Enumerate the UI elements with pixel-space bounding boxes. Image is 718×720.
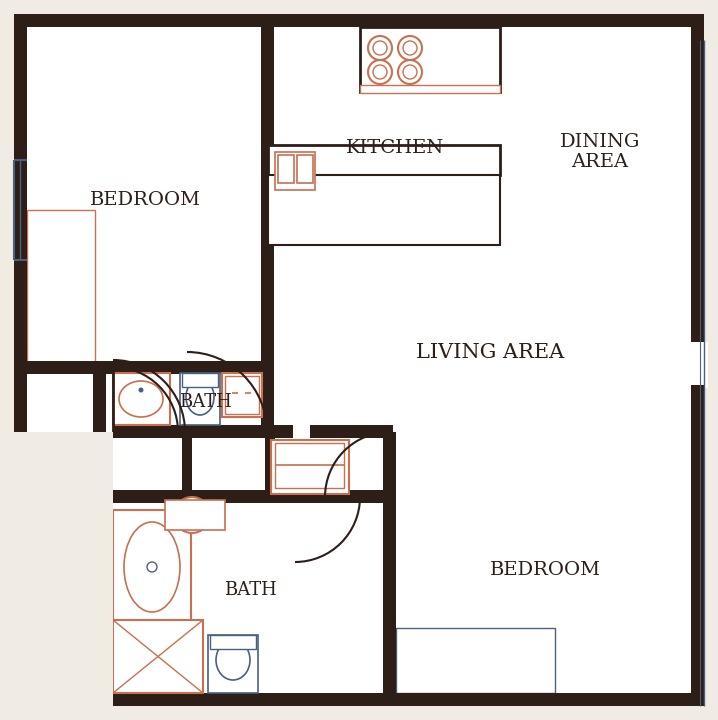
Bar [493,145,501,245]
Bar [14,693,704,706]
Bar [14,14,27,432]
Bar [208,635,258,693]
Circle shape [368,36,392,60]
Bar [360,85,500,93]
Bar [268,145,500,175]
Bar [691,14,704,706]
Circle shape [398,60,422,84]
Bar [93,368,106,432]
Bar [27,210,95,368]
Bar [14,432,113,445]
Bar [265,432,275,497]
Bar [691,385,704,392]
Bar [14,432,113,445]
Bar [278,155,294,183]
Bar [210,635,256,649]
Bar [271,440,349,494]
Bar [691,338,704,345]
Bar [396,628,555,693]
Bar [222,373,262,417]
Circle shape [403,65,417,79]
Bar [225,376,259,414]
Circle shape [373,65,387,79]
Text: KITCHEN: KITCHEN [346,139,444,157]
Bar [691,390,704,706]
Bar [100,432,113,706]
Bar [286,490,356,503]
Text: DINING
AREA: DINING AREA [560,132,640,171]
Bar [261,14,274,432]
Bar [261,14,274,432]
Circle shape [174,497,210,533]
Circle shape [147,562,157,572]
Bar [93,368,106,432]
Bar [27,361,261,374]
Circle shape [373,41,387,55]
Text: BEDROOM: BEDROOM [90,191,200,209]
Bar [113,490,385,503]
Bar [27,361,274,374]
Bar [691,338,704,345]
Bar [310,425,390,438]
Bar [261,145,271,153]
Bar [180,373,220,425]
Bar [691,342,708,388]
Bar [310,425,393,438]
Circle shape [403,41,417,55]
Bar [275,152,315,190]
Bar [14,14,704,27]
Bar [113,620,203,693]
Bar [383,432,396,706]
Bar [0,432,113,720]
Circle shape [398,36,422,60]
Bar [360,27,500,92]
Bar [383,432,396,706]
Ellipse shape [119,381,163,417]
Ellipse shape [216,640,250,680]
Text: BEDROOM: BEDROOM [490,561,600,579]
Bar [268,175,500,245]
Ellipse shape [124,522,180,612]
Bar [113,27,390,693]
Circle shape [368,60,392,84]
Bar [100,432,113,706]
Bar [113,510,191,625]
Bar [691,14,704,706]
Bar [261,361,274,386]
Bar [14,693,704,706]
Bar [265,432,275,497]
Bar [182,432,192,497]
Bar [113,373,170,425]
Bar [14,14,27,432]
Bar [165,500,225,530]
Bar [290,490,360,503]
Bar [14,432,113,445]
Bar [100,432,113,706]
Bar [220,361,268,374]
Bar [113,490,383,503]
Bar [275,443,344,488]
Bar [297,155,313,183]
Bar [113,425,291,438]
Bar [113,425,293,438]
Bar [0,0,113,720]
Text: BATH: BATH [179,393,231,411]
Bar [691,383,704,390]
Ellipse shape [186,379,214,415]
Bar [182,373,218,387]
Text: BATH: BATH [223,581,276,599]
Bar [14,14,704,27]
Bar [691,342,704,385]
Bar [220,361,268,374]
Bar [14,14,27,432]
Text: LIVING AREA: LIVING AREA [416,343,564,361]
Circle shape [139,387,144,392]
Bar [182,432,192,497]
Bar [691,14,704,339]
